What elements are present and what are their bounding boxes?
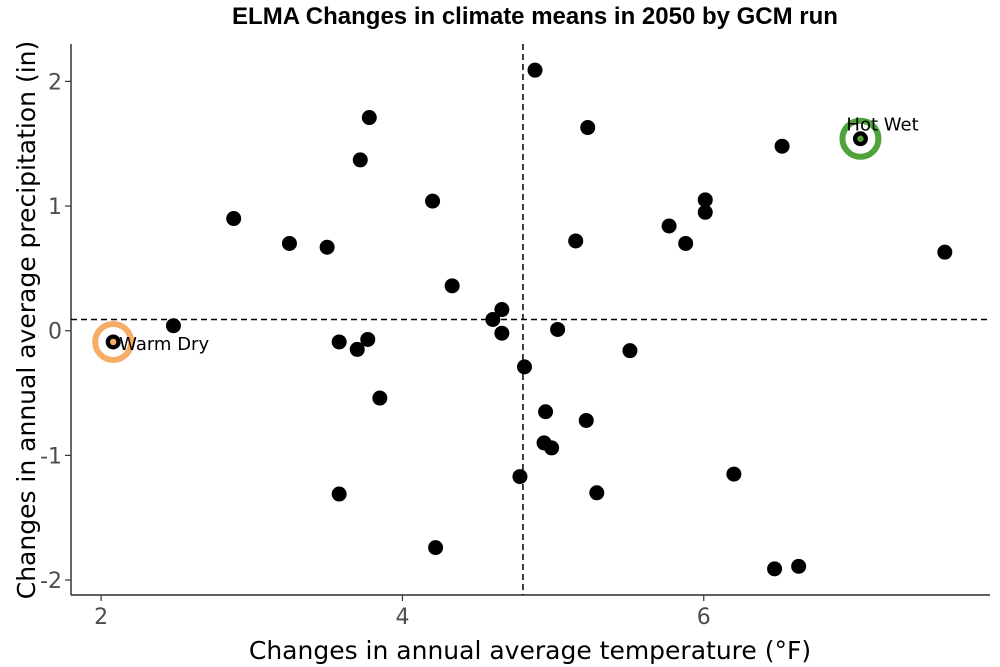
data-point bbox=[226, 211, 242, 227]
data-point bbox=[361, 110, 377, 126]
data-point bbox=[425, 193, 441, 209]
data-point bbox=[544, 440, 560, 456]
highlight-label: Hot Wet bbox=[846, 115, 918, 136]
x-tick-label: 2 bbox=[94, 605, 108, 630]
data-point bbox=[494, 302, 510, 318]
data-point bbox=[578, 412, 594, 428]
data-point bbox=[589, 485, 605, 501]
highlight-rings bbox=[92, 117, 882, 363]
data-points bbox=[105, 62, 953, 577]
highlight-centers bbox=[109, 135, 864, 346]
highlight-center-0 bbox=[109, 338, 117, 346]
x-axis-label: Changes in annual average temperature (°… bbox=[249, 636, 811, 665]
data-point bbox=[580, 120, 596, 136]
data-point bbox=[538, 404, 554, 420]
data-point bbox=[485, 312, 501, 327]
data-point bbox=[697, 192, 713, 208]
data-point bbox=[661, 218, 677, 234]
reference-lines bbox=[71, 44, 990, 595]
data-point bbox=[512, 469, 528, 485]
highlight-label: Warm Dry bbox=[119, 334, 209, 355]
y-tick-label: 2 bbox=[48, 70, 62, 95]
data-point bbox=[360, 331, 376, 347]
data-point bbox=[678, 235, 694, 251]
y-axis-ticks: -2 -1 0 1 2 bbox=[40, 70, 71, 594]
annotations: Warm Dry Hot Wet bbox=[119, 115, 918, 355]
x-axis-ticks: 2 4 6 bbox=[94, 595, 711, 630]
data-point bbox=[568, 233, 584, 249]
data-point bbox=[774, 138, 790, 154]
data-point bbox=[494, 325, 510, 341]
y-tick-label: 0 bbox=[48, 320, 62, 345]
highlight-ring-0 bbox=[92, 320, 135, 363]
y-axis-label: Changes in annual average precipitation … bbox=[12, 41, 41, 600]
data-point bbox=[726, 466, 742, 482]
plot-area: Warm Dry Hot Wet bbox=[71, 44, 990, 595]
data-point bbox=[516, 359, 532, 375]
data-point bbox=[319, 239, 335, 255]
data-point bbox=[622, 343, 638, 359]
y-tick-label: 1 bbox=[48, 195, 62, 220]
data-point bbox=[697, 204, 713, 220]
data-point bbox=[428, 540, 444, 556]
data-point bbox=[349, 341, 365, 357]
data-point bbox=[937, 244, 953, 260]
data-point bbox=[331, 486, 347, 502]
data-point bbox=[281, 235, 297, 251]
data-point bbox=[527, 62, 543, 78]
data-point bbox=[165, 318, 181, 334]
x-tick-label: 6 bbox=[697, 605, 711, 630]
chart-title: ELMA Changes in climate means in 2050 by… bbox=[232, 3, 838, 30]
data-point bbox=[791, 558, 807, 574]
highlight-ring-1 bbox=[839, 117, 882, 160]
x-tick-label: 4 bbox=[395, 605, 409, 630]
y-tick-label: -2 bbox=[40, 569, 62, 594]
data-point bbox=[331, 334, 347, 350]
y-tick-label: -1 bbox=[40, 444, 62, 469]
data-point bbox=[550, 321, 566, 337]
data-point bbox=[444, 278, 460, 294]
highlight-center-1 bbox=[857, 135, 864, 142]
data-point bbox=[767, 561, 783, 577]
data-point bbox=[352, 152, 368, 168]
data-point bbox=[372, 390, 388, 406]
